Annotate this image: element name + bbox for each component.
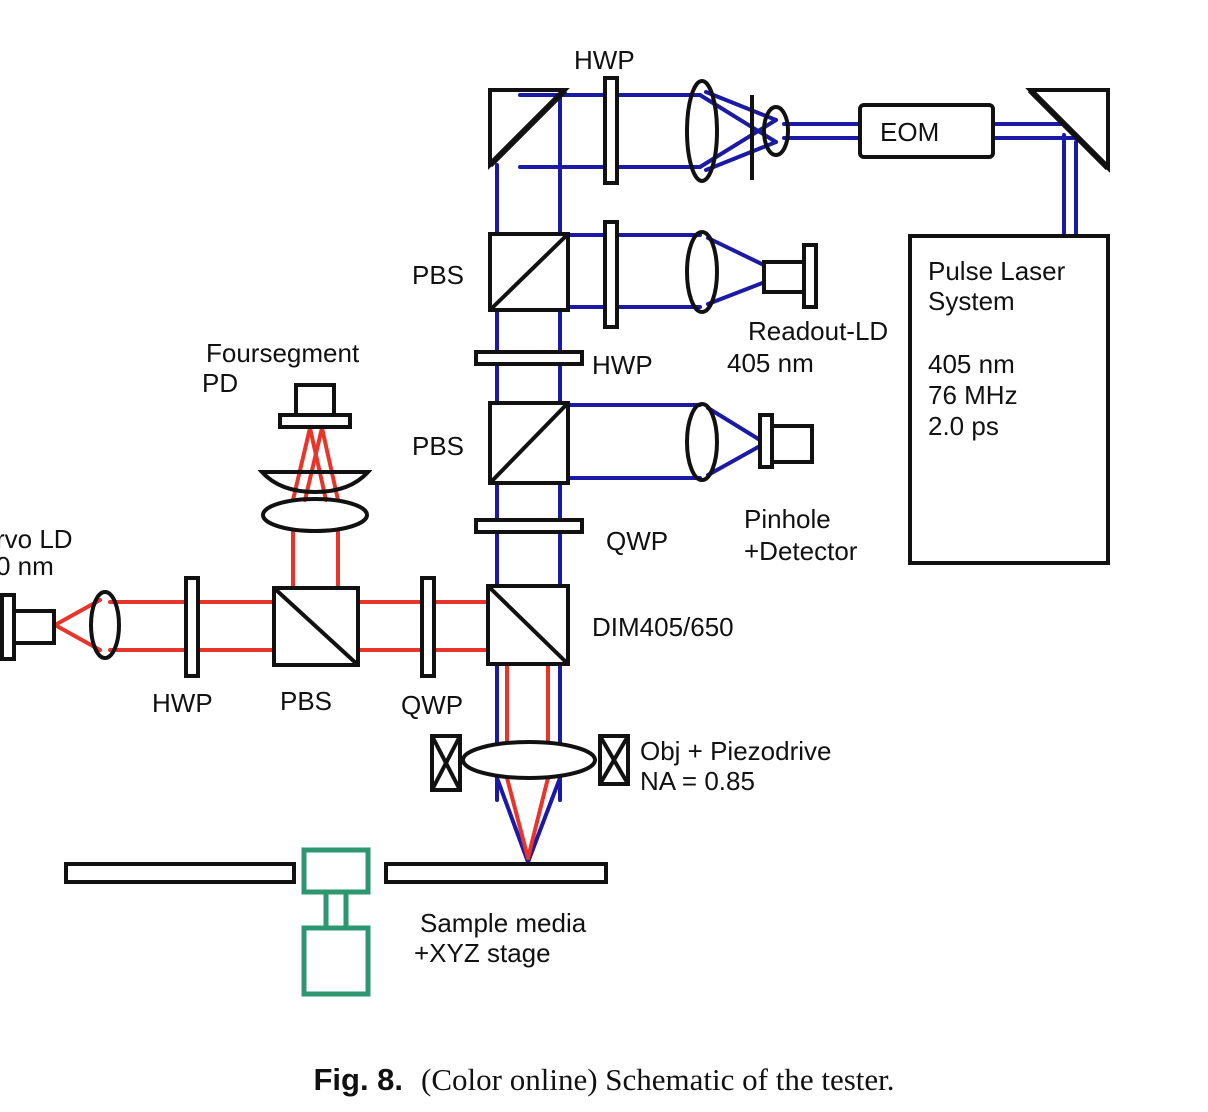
label-readout-ld-1: Readout-LD (748, 316, 888, 346)
objective-lens (461, 740, 597, 780)
figure-number: Fig. 8. (313, 1062, 404, 1097)
figure-caption: Fig. 8. (Color online) Schematic of the t… (0, 1062, 1208, 1098)
label-obj-2: NA = 0.85 (640, 766, 755, 796)
label-pulse-spec-1: 405 nm (928, 349, 1015, 379)
label-sample-2: +XYZ stage (414, 938, 551, 968)
label-pbs-upper: PBS (412, 260, 464, 290)
hwp-top-plate (603, 76, 619, 185)
label-pinhole-2: +Detector (744, 536, 858, 566)
sample-plate-left (64, 862, 296, 884)
pbs-bottom (272, 586, 360, 667)
lens-top (685, 79, 719, 183)
piezo-left (430, 734, 462, 792)
label-pulse-spec-2: 76 MHz (928, 380, 1018, 410)
hwp-horizontal-plate (474, 350, 584, 366)
eom-box (858, 103, 995, 159)
label-hwp-mid: HWP (592, 350, 653, 380)
foursegment-pd (278, 383, 352, 429)
pbs-lower (488, 401, 570, 485)
label-pinhole-1: Pinhole (744, 504, 831, 534)
label-pbs-bottom: PBS (280, 686, 332, 716)
pinhole-detector (758, 413, 814, 469)
label-pbs-lower: PBS (412, 431, 464, 461)
turning-mirror-top-left (487, 87, 570, 170)
pbs-upper (488, 232, 570, 312)
label-dim: DIM405/650 (592, 612, 734, 642)
label-eom: EOM (880, 117, 939, 147)
label-servo-ld-1: rvo LD (0, 524, 73, 554)
cylindrical-lens (257, 470, 373, 495)
label-readout-ld-2: 405 nm (727, 348, 814, 378)
lens-small (762, 105, 790, 157)
sample-plate-right (384, 862, 608, 884)
label-hwp-bottom: HWP (152, 688, 213, 718)
label-sample-1: Sample media (420, 908, 587, 938)
optical-components (0, 76, 1111, 884)
lens-servo (89, 590, 121, 660)
readout-ld (762, 243, 818, 309)
label-qwp-bottom: QWP (401, 690, 463, 720)
servo-ld (0, 593, 56, 661)
figure-caption-text: (Color online) Schematic of the tester. (421, 1062, 895, 1097)
piezo-right (598, 734, 630, 786)
label-pulse-laser-1: Pulse Laser (928, 256, 1066, 286)
lens-pd (261, 497, 369, 533)
label-pulse-laser-2: System (928, 286, 1015, 316)
turning-mirror-top-right (1025, 87, 1111, 173)
pulse-laser-box (908, 234, 1110, 565)
xyz-stage (301, 847, 371, 997)
qwp-bottom-plate (420, 576, 436, 678)
label-hwp-top: HWP (574, 45, 635, 75)
label-obj-1: Obj + Piezodrive (640, 736, 831, 766)
label-foursegment-1: Foursegment (206, 338, 360, 368)
labels: HWP EOM PBS HWP Readout-LD 405 nm Pulse … (0, 45, 1066, 968)
dichroic-mirror (486, 584, 570, 666)
lens-pinhole (685, 402, 719, 482)
hwp-readout-plate (603, 220, 619, 329)
label-servo-ld-2: 0 nm (0, 551, 54, 581)
lens-readout (685, 230, 719, 314)
label-qwp-mid: QWP (606, 526, 668, 556)
qwp-horizontal-plate (474, 518, 584, 534)
hwp-bottom-plate (184, 576, 200, 678)
label-foursegment-2: PD (202, 368, 238, 398)
label-pulse-spec-3: 2.0 ps (928, 411, 999, 441)
